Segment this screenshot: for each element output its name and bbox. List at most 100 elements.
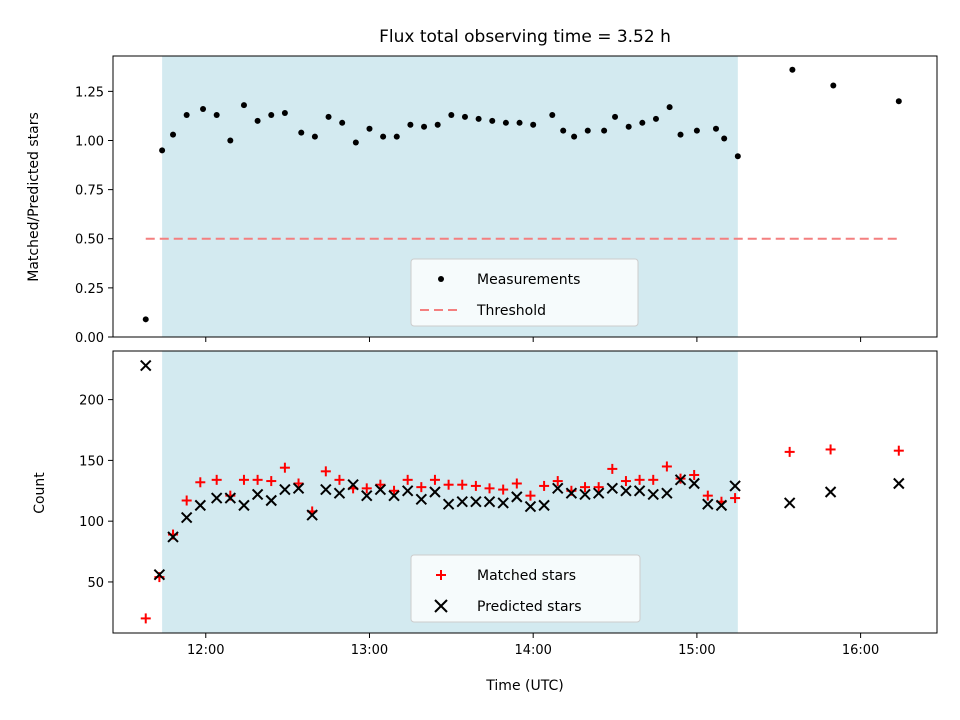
measurement-point xyxy=(625,123,632,130)
predicted-star-point xyxy=(415,493,428,506)
matched-star-point xyxy=(525,490,536,501)
predicted-star-mark-b xyxy=(824,486,837,498)
predicted-star-point xyxy=(292,482,305,495)
predicted-star-point xyxy=(361,489,373,502)
legend-box xyxy=(410,258,639,327)
predicted-star-point xyxy=(552,482,564,495)
legend-label: Matched stars xyxy=(477,568,576,584)
legend-label: Predicted stars xyxy=(477,599,582,615)
predicted-star-mark-b xyxy=(715,499,728,512)
measurement-point xyxy=(227,137,234,144)
measurement-point xyxy=(142,316,149,323)
matched-star-point xyxy=(375,479,386,490)
measurement-point xyxy=(407,121,414,128)
predicted-star-point xyxy=(702,498,714,510)
predicted-star-mark-b xyxy=(442,498,455,510)
predicted-star-mark-b xyxy=(729,480,741,492)
bottom-series-predicted-stars xyxy=(140,359,905,581)
measurement-point xyxy=(448,111,455,118)
matched-star-point xyxy=(457,479,468,490)
predicted-star-point xyxy=(238,499,250,512)
predicted-star-mark-b xyxy=(238,499,250,512)
measurement-point xyxy=(240,102,247,109)
matched-star-point xyxy=(702,490,713,501)
x-tick-label: 12:00 xyxy=(187,643,224,658)
measurement-point xyxy=(298,129,305,136)
predicted-star-point xyxy=(210,492,223,504)
predicted-star-point xyxy=(194,499,207,512)
predicted-star-point xyxy=(824,486,837,498)
measurement-point xyxy=(213,111,220,118)
top-y-tick-label: 0.50 xyxy=(75,233,104,248)
predicted-star-point xyxy=(688,477,700,490)
predicted-star-mark-b xyxy=(647,488,659,501)
bottom-chart: 50 100 150 200 12:00 13:00 14:00 15:00 16:00 Matc… xyxy=(79,350,938,658)
predicted-star-point xyxy=(729,480,741,492)
matched-star-point xyxy=(279,462,290,473)
measurement-point xyxy=(421,123,428,130)
top-series-measurements xyxy=(142,66,902,323)
measurement-point xyxy=(200,106,207,113)
measurement-point xyxy=(601,127,608,134)
measurement-point xyxy=(584,127,591,134)
matched-star-point xyxy=(443,479,454,490)
measurement-point xyxy=(571,133,578,140)
measurement-point xyxy=(183,111,190,118)
top-axes-frame xyxy=(112,55,938,338)
bottom-y-tick-label: 150 xyxy=(79,454,104,469)
measurement-point xyxy=(366,125,373,132)
predicted-star-mark-b xyxy=(893,477,905,490)
predicted-star-point xyxy=(401,485,414,497)
predicted-star-mark-b xyxy=(511,491,523,503)
predicted-star-point xyxy=(347,478,359,491)
matched-star-point xyxy=(593,482,604,493)
top-y-tick-label: 0.75 xyxy=(75,184,104,199)
measurement-point xyxy=(516,119,523,126)
matched-star-point xyxy=(470,480,481,491)
predicted-star-mark-b xyxy=(388,489,400,502)
predicted-star-point xyxy=(251,488,264,501)
matched-star-point xyxy=(416,482,427,493)
predicted-star-point xyxy=(153,568,166,581)
predicted-star-point xyxy=(715,499,728,512)
top-y-tick-label: 0.00 xyxy=(75,331,104,346)
measurement-point xyxy=(789,66,796,73)
bottom-series-matched-stars xyxy=(140,444,904,624)
measurement-point xyxy=(549,111,556,118)
legend-label: Threshold xyxy=(476,303,546,319)
predicted-star-point xyxy=(592,487,605,499)
x-tick-label: 14:00 xyxy=(514,643,551,658)
matched-star-point xyxy=(825,444,836,455)
predicted-star-point xyxy=(470,496,482,508)
predicted-star-point xyxy=(265,494,277,507)
bottom-y-tick-label: 50 xyxy=(87,576,104,591)
measurement-point xyxy=(895,98,902,105)
predicted-star-mark-b xyxy=(565,487,578,499)
measurement-point xyxy=(560,127,567,134)
predicted-star-mark-b xyxy=(661,487,673,499)
x-tick-label: 13:00 xyxy=(351,643,388,658)
measurement-point xyxy=(712,125,719,132)
predicted-star-point xyxy=(674,474,687,486)
predicted-star-mark-b xyxy=(688,477,700,490)
predicted-star-point xyxy=(606,482,619,495)
predicted-star-mark-b xyxy=(456,496,468,508)
x-tick-label: 15:00 xyxy=(678,643,715,658)
matched-star-point xyxy=(334,474,345,485)
predicted-star-point xyxy=(388,489,400,502)
measurement-point xyxy=(475,115,482,122)
measurement-point xyxy=(652,115,659,122)
measurement-point xyxy=(489,117,496,124)
predicted-star-point xyxy=(633,485,646,497)
bottom-legend: Matched stars Predicted stars xyxy=(410,554,641,623)
bottom-y-axis-label: Count xyxy=(32,472,48,514)
bottom-y-tick-label: 200 xyxy=(79,394,104,409)
matched-star-point xyxy=(620,476,631,487)
x-tick-label: 16:00 xyxy=(842,643,879,658)
matched-star-point xyxy=(402,474,413,485)
measurement-point xyxy=(530,121,537,128)
predicted-star-point xyxy=(538,499,550,512)
predicted-star-mark-b xyxy=(333,487,346,499)
predicted-star-point xyxy=(893,477,905,490)
predicted-star-point xyxy=(442,498,455,510)
